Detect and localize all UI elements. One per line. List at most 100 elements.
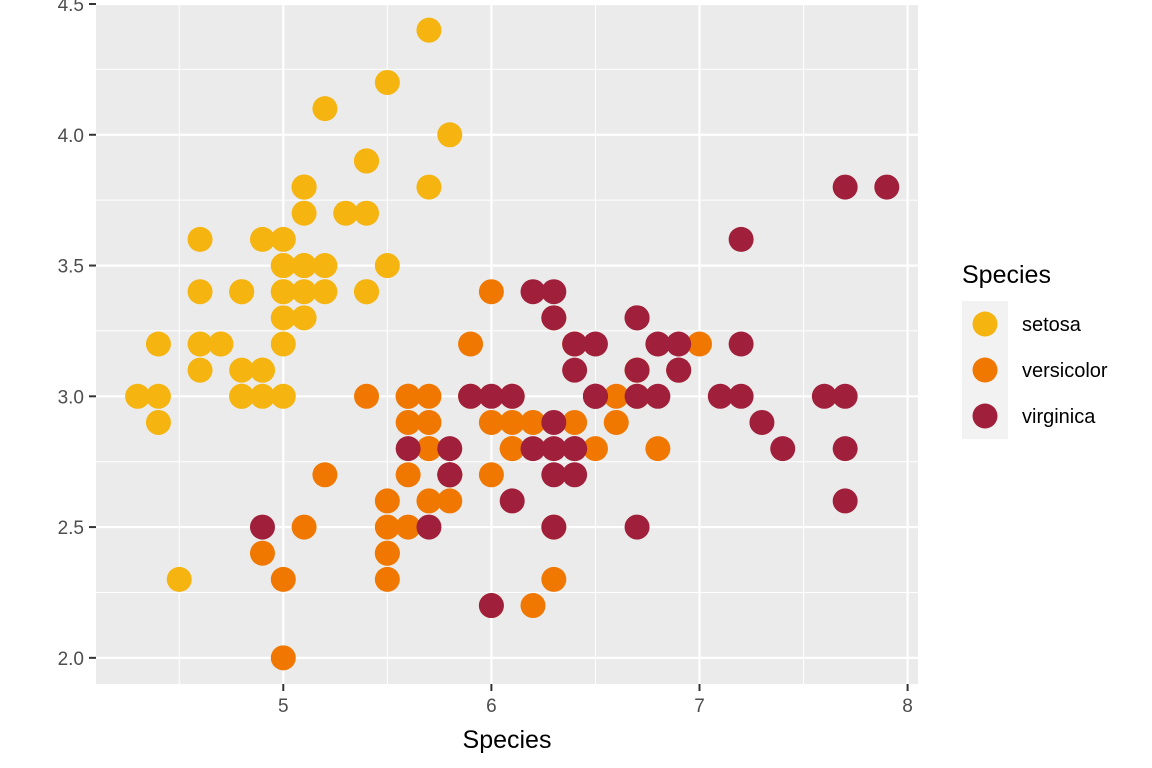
data-point-virginica: [541, 409, 567, 435]
data-point-virginica: [562, 462, 588, 488]
data-point-setosa: [270, 305, 296, 331]
data-point-versicolor: [395, 514, 421, 540]
data-point-versicolor: [354, 383, 380, 409]
data-point-setosa: [437, 122, 463, 148]
data-point-virginica: [624, 305, 650, 331]
data-point-virginica: [707, 383, 733, 409]
y-tick-label: 4.0: [58, 126, 84, 147]
data-point-setosa: [291, 279, 317, 305]
data-point-versicolor: [312, 462, 338, 488]
data-point-setosa: [249, 383, 275, 409]
data-point-versicolor: [374, 566, 400, 592]
data-point-setosa: [354, 279, 380, 305]
data-point-versicolor: [520, 409, 546, 435]
data-point-virginica: [520, 436, 546, 462]
data-point-virginica: [478, 383, 504, 409]
x-tick-label: 7: [694, 696, 705, 717]
data-point-virginica: [749, 409, 775, 435]
data-point-versicolor: [416, 488, 442, 514]
data-point-setosa: [354, 148, 380, 174]
legend-label-setosa: setosa: [1022, 314, 1082, 336]
data-point-versicolor: [270, 645, 296, 671]
data-point-virginica: [728, 226, 754, 252]
data-point-virginica: [811, 383, 837, 409]
data-point-versicolor: [458, 331, 484, 357]
data-point-virginica: [624, 383, 650, 409]
data-point-setosa: [125, 383, 151, 409]
data-point-virginica: [624, 514, 650, 540]
data-point-virginica: [541, 436, 567, 462]
data-point-setosa: [416, 17, 442, 43]
y-tick-label: 3.0: [58, 387, 84, 408]
data-point-setosa: [291, 305, 317, 331]
data-point-setosa: [187, 226, 213, 252]
data-point-virginica: [499, 383, 525, 409]
data-point-versicolor: [249, 540, 275, 566]
data-point-versicolor: [416, 436, 442, 462]
data-point-virginica: [520, 279, 546, 305]
data-point-setosa: [270, 279, 296, 305]
y-tick-label: 2.5: [58, 518, 84, 539]
data-point-virginica: [562, 436, 588, 462]
data-point-virginica: [874, 174, 900, 200]
data-point-setosa: [374, 69, 400, 95]
data-point-virginica: [437, 436, 463, 462]
x-tick-label: 8: [902, 696, 913, 717]
series-virginica: [249, 174, 900, 619]
data-point-setosa: [208, 331, 234, 357]
data-point-setosa: [333, 200, 359, 226]
legend: Species setosa versicolor virginica: [962, 261, 1108, 439]
data-point-virginica: [541, 462, 567, 488]
data-point-virginica: [645, 383, 671, 409]
legend-swatch-virginica: [972, 403, 998, 429]
legend-label-virginica: virginica: [1022, 406, 1096, 428]
y-tick-label: 3.5: [58, 257, 84, 278]
data-point-versicolor: [499, 436, 525, 462]
data-point-virginica: [562, 357, 588, 383]
data-point-versicolor: [395, 409, 421, 435]
data-point-versicolor: [541, 566, 567, 592]
data-point-versicolor: [582, 436, 608, 462]
data-point-setosa: [229, 383, 255, 409]
data-point-versicolor: [686, 331, 712, 357]
data-point-versicolor: [645, 436, 671, 462]
data-point-virginica: [582, 383, 608, 409]
x-axis-title: Species: [463, 726, 552, 754]
data-point-setosa: [354, 200, 380, 226]
data-point-versicolor: [416, 383, 442, 409]
data-point-setosa: [291, 253, 317, 279]
data-point-setosa: [249, 226, 275, 252]
data-point-virginica: [770, 436, 796, 462]
data-point-setosa: [291, 174, 317, 200]
data-point-setosa: [166, 566, 192, 592]
y-tick-label: 4.5: [58, 0, 84, 16]
data-point-setosa: [145, 331, 171, 357]
data-point-virginica: [832, 174, 858, 200]
data-points: [125, 17, 900, 671]
data-point-versicolor: [478, 462, 504, 488]
y-tick-label: 2.0: [58, 649, 84, 670]
data-point-versicolor: [478, 279, 504, 305]
data-point-setosa: [229, 279, 255, 305]
x-axis: 5 6 7 8: [278, 684, 913, 717]
data-point-setosa: [312, 279, 338, 305]
data-point-setosa: [312, 96, 338, 122]
data-point-setosa: [187, 357, 213, 383]
data-point-versicolor: [374, 488, 400, 514]
legend-swatch-setosa: [972, 311, 998, 337]
data-point-virginica: [645, 331, 671, 357]
data-point-versicolor: [270, 566, 296, 592]
data-point-setosa: [270, 331, 296, 357]
data-point-versicolor: [437, 488, 463, 514]
legend-keys: setosa versicolor virginica: [962, 301, 1108, 439]
series-setosa: [125, 17, 463, 592]
data-point-setosa: [187, 331, 213, 357]
data-point-virginica: [728, 383, 754, 409]
data-point-versicolor: [416, 409, 442, 435]
x-tick-label: 5: [278, 696, 289, 717]
data-point-virginica: [541, 514, 567, 540]
data-point-versicolor: [395, 462, 421, 488]
data-point-setosa: [145, 383, 171, 409]
data-point-virginica: [832, 383, 858, 409]
